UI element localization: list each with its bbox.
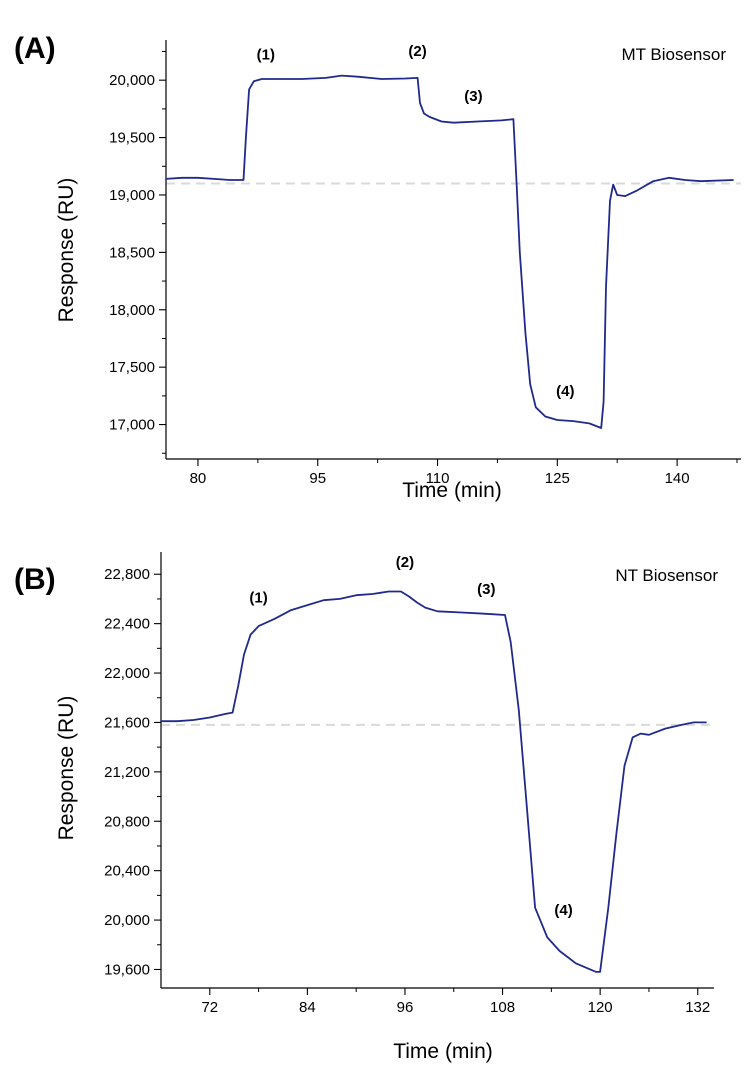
panel-a-chart: (A) MT Biosensor 17,000 17,500 18,000 18,50… — [14, 32, 741, 502]
y-tick-label: 19,600 — [104, 961, 150, 978]
y-tick-label: 22,400 — [104, 616, 150, 633]
x-ticks: 80 95 110 125 140 — [190, 459, 738, 487]
x-axis-title: Time (min) — [393, 1040, 493, 1063]
chart-title: NT Biosensor — [615, 566, 718, 585]
series-line — [165, 74, 734, 429]
x-axis-title: Time (min) — [402, 479, 502, 502]
x-tick-label: 84 — [299, 999, 316, 1016]
y-tick-label: 20,000 — [104, 912, 150, 929]
y-tick-label: 20,800 — [104, 813, 150, 830]
x-tick-label: 120 — [588, 999, 613, 1016]
x-tick-label: 96 — [397, 999, 414, 1016]
phase-annotation: (2) — [408, 43, 426, 60]
x-tick-label: 110 — [426, 470, 450, 487]
y-tick-label: 17,000 — [109, 417, 155, 434]
phase-annotation: (3) — [464, 88, 482, 105]
y-axis-title: Response (RU) — [55, 178, 78, 323]
annotations: (1) (2) (3) (4) — [257, 43, 575, 400]
panel-label: (B) — [14, 563, 56, 596]
y-tick-label: 17,500 — [109, 359, 155, 376]
x-tick-label: 80 — [190, 470, 207, 487]
phase-annotation: (2) — [396, 554, 414, 571]
y-axis-title: Response (RU) — [55, 696, 78, 841]
y-tick-label: 22,800 — [104, 566, 150, 583]
y-tick-label: 18,000 — [109, 302, 155, 319]
y-tick-label: 19,000 — [109, 187, 155, 204]
x-tick-label: 95 — [309, 470, 326, 487]
phase-annotation: (4) — [554, 902, 572, 919]
annotations: (1) (2) (3) (4) — [249, 554, 572, 919]
phase-annotation: (1) — [249, 590, 267, 607]
y-tick-label: 21,600 — [104, 714, 150, 731]
y-tick-label: 22,000 — [104, 665, 150, 682]
phase-annotation: (3) — [477, 581, 495, 598]
series-layer — [165, 74, 734, 429]
x-ticks: 72 84 96 108 120 132 — [201, 988, 710, 1016]
x-tick-label: 140 — [665, 470, 690, 487]
y-tick-label: 20,000 — [109, 72, 155, 89]
x-tick-label: 72 — [201, 999, 218, 1016]
phase-annotation: (4) — [556, 383, 574, 400]
y-tick-label: 19,500 — [109, 130, 155, 147]
y-ticks: 17,000 17,500 18,000 18,500 19,000 19,500 20,0… — [109, 50, 166, 454]
x-tick-label: 125 — [545, 470, 570, 487]
x-tick-label: 132 — [685, 999, 710, 1016]
series-line — [160, 590, 707, 973]
panel-label: (A) — [14, 32, 56, 65]
phase-annotation: (1) — [257, 47, 275, 64]
panel-b-chart: (B) NT Biosensor 19,600 20,000 20,400 20,80… — [14, 552, 718, 1063]
y-tick-label: 20,400 — [104, 863, 150, 880]
y-tick-label: 18,500 — [109, 244, 155, 261]
chart-title: MT Biosensor — [621, 45, 726, 64]
x-tick-label: 108 — [490, 999, 515, 1016]
y-tick-label: 21,200 — [104, 764, 150, 781]
series-layer — [160, 590, 707, 973]
y-ticks: 19,600 20,000 20,400 20,800 21,200 21,600 22,0… — [104, 566, 161, 978]
